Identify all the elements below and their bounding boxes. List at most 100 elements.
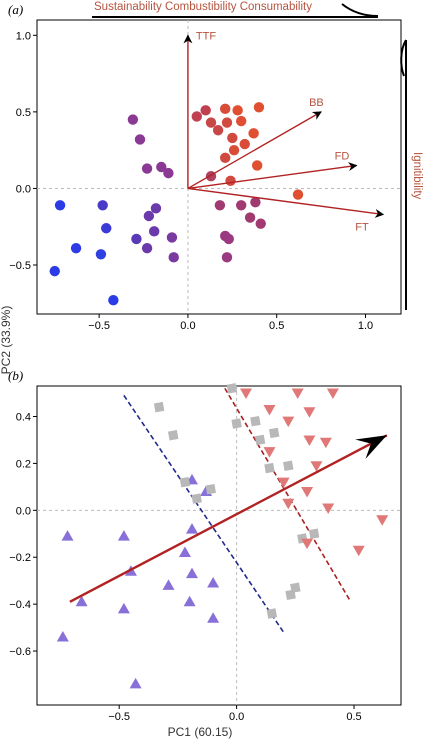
panel-b-inverted-triangle-point (319, 437, 332, 449)
panel-a-vector-label-fd: FD (335, 150, 350, 162)
panel-a-point (253, 102, 265, 113)
panel-b-ytick-label: 0.2 (16, 458, 31, 470)
panel-a-point (101, 223, 112, 234)
panel-b-triangle-point (207, 577, 220, 588)
panel-a-point (235, 115, 247, 127)
panel-b-arrowhead (355, 435, 387, 459)
panel-b-inverted-triangle-point (263, 447, 276, 458)
panel-b-square-point (226, 383, 238, 394)
panel-a-point (54, 200, 66, 211)
panel-b-inverted-triangle-point (303, 435, 316, 446)
panel-a-vector-label-ttf: TTF (196, 30, 216, 42)
panel-a-point (70, 242, 82, 254)
panel-b-square-point (191, 493, 202, 504)
panel-b-inverted-triangle-point (301, 487, 314, 498)
panel-a-point (255, 218, 266, 229)
y-axis-title: PC2 (33.9%) (0, 306, 13, 375)
panel-a-vector-ft (187, 187, 385, 218)
panel-a-point (168, 252, 179, 263)
panel-b-dashed-line-1 (123, 394, 285, 633)
panel-a-xtick-label: 0.5 (269, 320, 284, 332)
panel-a-point (221, 252, 233, 263)
panel-a-point (220, 103, 231, 115)
panel-b-triangle-point (61, 530, 74, 541)
panel-a-point (127, 114, 139, 125)
panel-a-point (49, 265, 60, 277)
panel-b-ytick-label: −0.6 (9, 646, 31, 658)
panel-b-square-point (205, 483, 216, 495)
x-axis-title: PC1 (60.15) (168, 725, 233, 739)
panel-b-inverted-triangle-point (376, 515, 389, 526)
panel-b-square-point (264, 462, 275, 474)
panel-b-xtick-label: −0.5 (108, 711, 130, 723)
panel-a-vector-label-ft: FT (355, 221, 369, 233)
panel-b-inverted-triangle-point (322, 503, 335, 514)
panel-a-point (292, 189, 304, 200)
panel-a-point (250, 197, 261, 208)
panel-a-vector-fd (187, 162, 358, 190)
panel-a-xtick-label: −0.5 (88, 320, 110, 332)
panel-a-ytick-label: 0.0 (16, 183, 31, 195)
panel-a-point (235, 200, 247, 211)
panel-b-triangle-point (75, 595, 88, 607)
panel-a-xtick-label: 1.0 (358, 320, 373, 332)
panel-a-xtick-label: 0.0 (180, 320, 195, 332)
panel-a-point (239, 138, 250, 150)
panel-b-inverted-triangle-point (240, 388, 253, 400)
panel-b-square-point (250, 415, 261, 427)
top-side-label: Sustainability Combustibility Consumabil… (94, 1, 312, 13)
panel-a-point (95, 249, 107, 260)
panel-a-point (166, 232, 178, 243)
panel-b-triangle-point (56, 630, 69, 642)
panel-a-frame (36, 19, 402, 315)
panel-a-ytick-label: 1.0 (16, 30, 31, 42)
panel-a-point (148, 226, 160, 237)
panel-b-square-point (167, 430, 179, 441)
panel-a-point (143, 210, 155, 222)
panel-a-point (134, 134, 146, 145)
panel-b-triangle-point (185, 523, 198, 534)
panel-b-xtick-label: 0.5 (346, 711, 361, 723)
panel-a-point (150, 203, 162, 214)
right-side-hook (400, 39, 407, 77)
panel-b-main-vector (69, 434, 388, 603)
panel-a-point (163, 167, 174, 179)
panel-b-square-point (254, 434, 266, 446)
panel-b-ytick-label: 0.0 (16, 505, 31, 517)
panel-a-point (220, 152, 231, 164)
panel-b-square-point (268, 427, 280, 439)
panel-a-point (251, 160, 263, 171)
panel-b-square-point (285, 589, 296, 600)
panel-a-point (200, 105, 211, 116)
panel-a-point (212, 125, 224, 136)
panel-b-triangle-point (117, 530, 130, 541)
panel-a-point (221, 117, 233, 128)
panel-b-triangle-point (162, 579, 175, 590)
right-side-label: Ignitibility (411, 152, 423, 200)
panel-b-inverted-triangle-point (282, 416, 295, 428)
panel-b-square-point (266, 608, 278, 619)
panel-b-ytick-label: 0.4 (16, 411, 31, 423)
top-side-hook (341, 3, 379, 17)
panel-a-point (248, 128, 259, 139)
panel-a-point (141, 163, 153, 174)
panel-b-square-point (283, 460, 294, 471)
panel-b-square-point (179, 476, 191, 488)
panel-b-inverted-triangle-point (310, 461, 323, 472)
panel-a-point (214, 200, 226, 211)
panel-a-ytick-label: 0.5 (16, 107, 31, 119)
panel-a-point (244, 212, 256, 223)
panel-a-point (228, 144, 240, 156)
panel-a-point (225, 175, 236, 186)
panel-a-point (232, 105, 243, 116)
panel-b-label: (b) (8, 368, 23, 383)
panel-a-vector-bb (187, 111, 322, 190)
panel-a-vector-label-bb: BB (309, 97, 324, 109)
panel-a-point (227, 132, 238, 144)
panel-b-triangle-point (183, 595, 196, 607)
panel-a-point (156, 161, 167, 173)
panel-a-point (223, 233, 234, 245)
panel-b-square-point (153, 401, 165, 413)
panel-b-triangle-point (178, 546, 191, 558)
panel-b-triangle-point (129, 677, 142, 689)
